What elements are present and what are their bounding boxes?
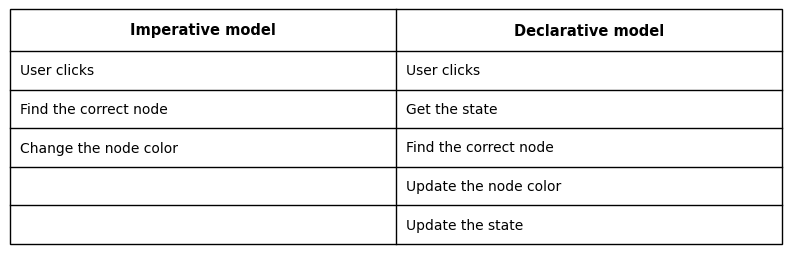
Text: Get the state: Get the state	[406, 103, 497, 116]
Text: User clicks: User clicks	[20, 64, 94, 78]
Text: Imperative model: Imperative model	[130, 23, 276, 38]
Text: Update the node color: Update the node color	[406, 179, 562, 193]
Text: Declarative model: Declarative model	[514, 23, 664, 38]
Text: Update the state: Update the state	[406, 218, 524, 232]
Text: User clicks: User clicks	[406, 64, 480, 78]
Text: Find the correct node: Find the correct node	[406, 141, 554, 155]
Text: Change the node color: Change the node color	[20, 141, 178, 155]
Text: Find the correct node: Find the correct node	[20, 103, 168, 116]
